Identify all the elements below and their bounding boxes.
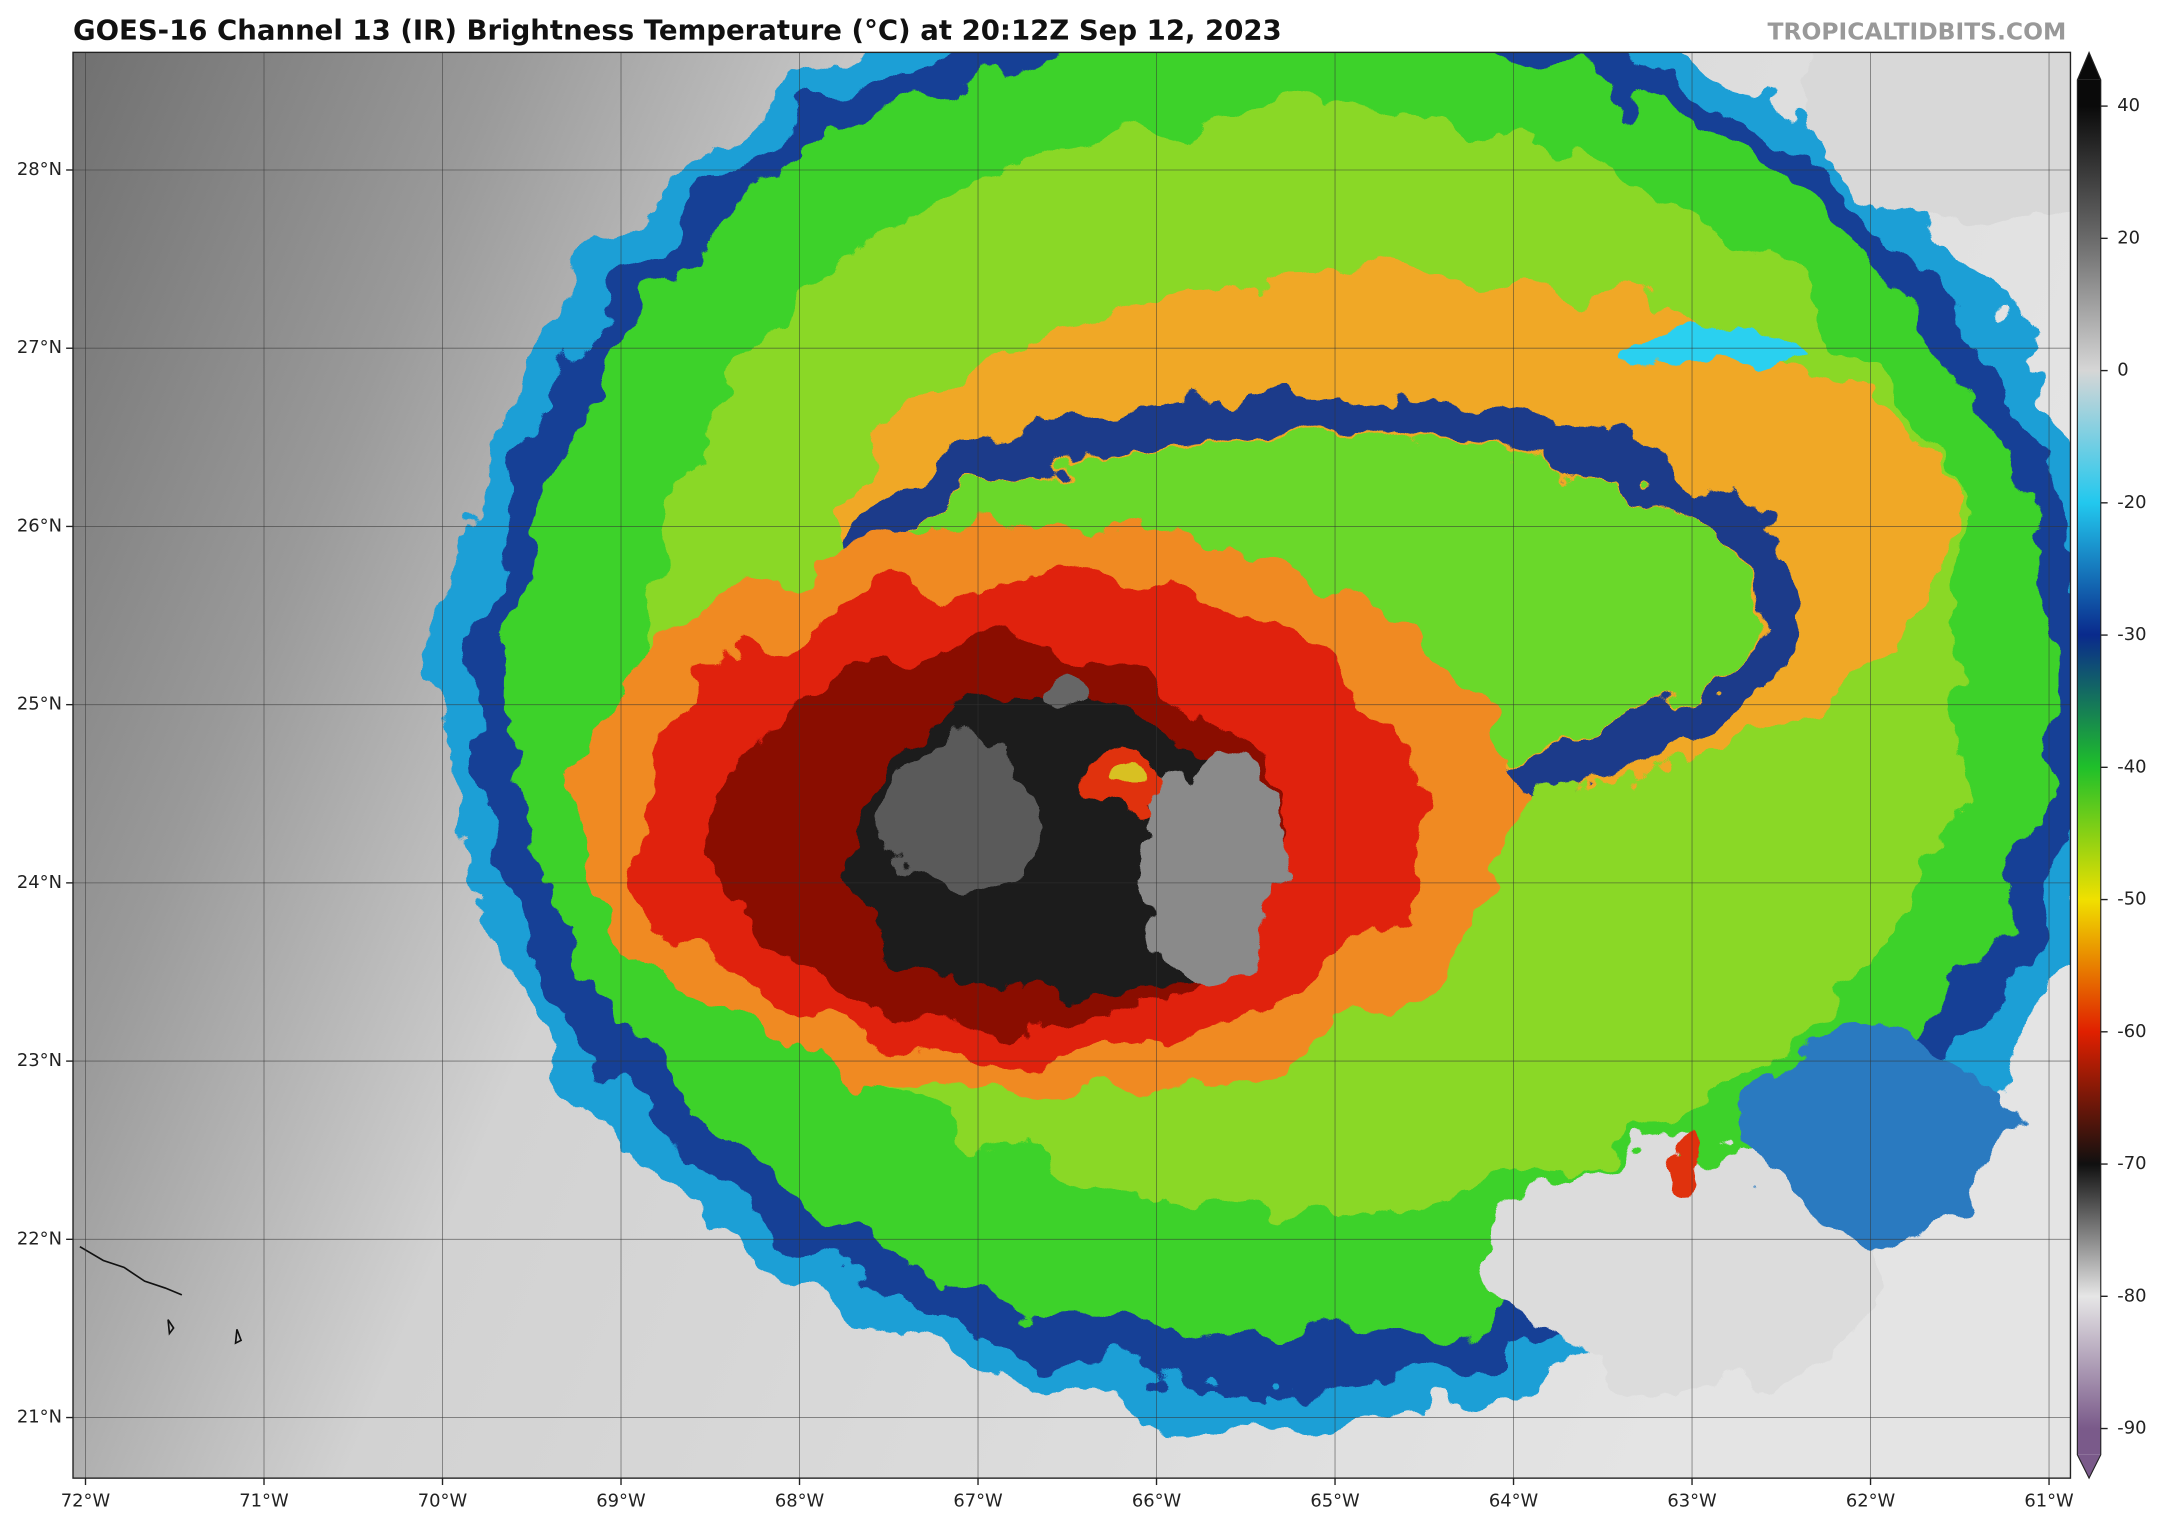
imagery <box>73 52 2071 1479</box>
x-tick-label: 71°W <box>239 1491 289 1512</box>
y-tick-label: 22°N <box>17 1228 62 1249</box>
x-tick-label: 69°W <box>596 1491 646 1512</box>
x-tick-label: 70°W <box>418 1491 468 1512</box>
y-tick-label: 25°N <box>17 694 62 715</box>
colorbar-tick-label: -70 <box>2117 1153 2146 1174</box>
colorbar: 40 20 0 -20 -30 -40 -50 -60 -70 -80 -90 <box>2076 50 2147 1480</box>
storm <box>441 52 2071 1419</box>
x-tick-label: 63°W <box>1667 1491 1717 1512</box>
x-tick-label: 66°W <box>1132 1491 1182 1512</box>
colorbar-outline <box>2076 50 2102 1480</box>
colorbar-tick-label: -80 <box>2117 1285 2146 1306</box>
credit: TROPICALTIDBITS.COM <box>1767 18 2066 46</box>
colorbar-tick-label: -50 <box>2117 889 2146 910</box>
grid <box>73 52 2071 1479</box>
x-tick-label: 67°W <box>953 1491 1003 1512</box>
coastline <box>79 1245 243 1345</box>
x-tick-label: 72°W <box>61 1491 111 1512</box>
colorbar-tick-label: 0 <box>2117 360 2128 381</box>
colorbar-extend-top <box>2077 52 2101 80</box>
x-tick-label: 68°W <box>775 1491 825 1512</box>
colorbar-tick-label: -40 <box>2117 756 2146 777</box>
y-tick-label: 21°N <box>17 1407 62 1428</box>
y-tick-label: 27°N <box>17 337 62 358</box>
x-tick-label: 61°W <box>2024 1491 2074 1512</box>
colorbar-tick-label: 40 <box>2117 95 2140 116</box>
colorbar-tick-label: -90 <box>2117 1418 2146 1439</box>
x-tick-label: 65°W <box>1310 1491 1360 1512</box>
y-tick-label: 28°N <box>17 159 62 180</box>
y-tick-label: 26°N <box>17 515 62 536</box>
x-tick-label: 62°W <box>1846 1491 1896 1512</box>
colorbar-tick-label: 20 <box>2117 227 2140 248</box>
colorbar-body <box>2077 79 2101 1455</box>
colorbar-tick-label: -60 <box>2117 1021 2146 1042</box>
colorbar-tick-label: -20 <box>2117 492 2146 513</box>
map-frame <box>72 51 2072 1479</box>
y-tick-label: 24°N <box>17 872 62 893</box>
colorbar-extend-bottom <box>2077 1454 2101 1479</box>
x-tick-label: 64°W <box>1489 1491 1539 1512</box>
title: GOES-16 Channel 13 (IR) Brightness Tempe… <box>73 15 1282 47</box>
y-tick-label: 23°N <box>17 1050 62 1071</box>
colorbar-tick-label: -30 <box>2117 624 2146 645</box>
